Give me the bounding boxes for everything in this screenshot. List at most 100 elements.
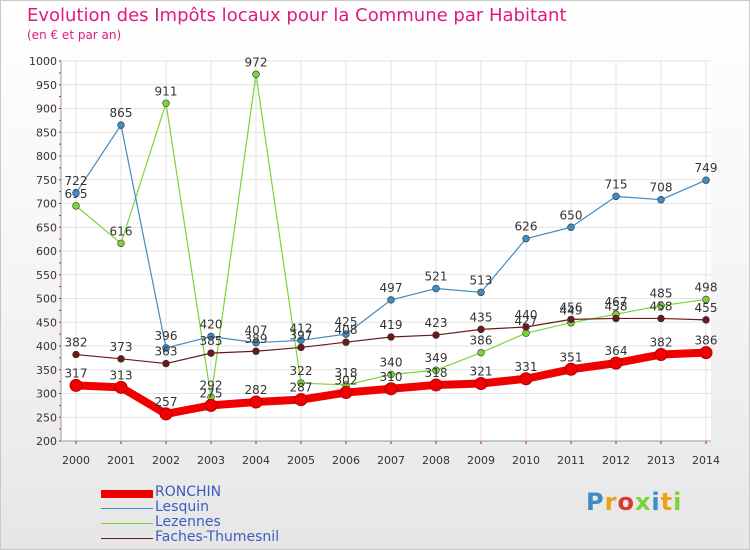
data-label: 626 — [515, 220, 538, 234]
data-label: 317 — [65, 366, 88, 380]
data-label: 650 — [560, 208, 583, 222]
data-label: 318 — [335, 366, 358, 380]
data-point — [294, 393, 308, 407]
y-tick-label: 950 — [36, 79, 57, 92]
data-point — [297, 379, 305, 387]
legend-swatch-lesquin — [101, 508, 153, 509]
data-point — [522, 329, 530, 337]
data-point — [702, 316, 710, 324]
data-label: 722 — [65, 174, 88, 188]
x-tick-label: 2006 — [332, 454, 360, 467]
x-tick-label: 2012 — [602, 454, 630, 467]
logo-letter: i — [673, 488, 683, 516]
data-label: 498 — [695, 280, 718, 294]
data-point — [117, 121, 125, 129]
series-lesquin: 722 865 396 420 407 412 425 497 521 513 626 650 715 7… — [65, 106, 718, 352]
data-label: 513 — [470, 273, 493, 287]
data-label: 407 — [245, 324, 268, 338]
data-point — [72, 202, 80, 210]
data-point — [384, 382, 398, 396]
logo-letter: x — [634, 488, 652, 516]
logo-letter: r — [604, 488, 618, 516]
data-label: 386 — [470, 334, 493, 348]
y-tick-label: 1000 — [29, 55, 57, 68]
data-label: 364 — [605, 344, 628, 358]
legend-swatch-ronchin — [101, 490, 153, 498]
data-label: 456 — [560, 300, 583, 314]
data-point — [432, 284, 440, 293]
y-tick-label: 400 — [36, 340, 57, 353]
data-point — [159, 407, 173, 421]
x-tick-label: 2010 — [512, 454, 540, 467]
data-point — [432, 331, 440, 339]
logo-letter: t — [660, 488, 674, 516]
x-tick-label: 2007 — [377, 454, 405, 467]
data-label: 419 — [380, 318, 403, 332]
data-label: 715 — [605, 177, 628, 191]
data-point — [702, 176, 710, 184]
x-tick-label: 2014 — [692, 454, 720, 467]
data-label: 287 — [290, 381, 313, 395]
data-point — [252, 338, 260, 347]
data-point — [162, 359, 170, 368]
x-tick-label: 2001 — [107, 454, 135, 467]
data-point — [342, 338, 350, 346]
data-label: 497 — [380, 281, 403, 295]
logo-letter: o — [617, 488, 635, 516]
data-label: 373 — [110, 340, 133, 354]
y-tick-label: 850 — [36, 126, 57, 139]
data-label: 292 — [200, 378, 223, 392]
data-point — [522, 323, 530, 331]
logo-letter: P — [586, 488, 605, 516]
data-label: 455 — [695, 301, 718, 315]
data-point — [429, 378, 443, 392]
data-point — [612, 314, 620, 323]
y-tick-label: 600 — [36, 245, 57, 258]
data-point — [609, 356, 623, 370]
data-label: 257 — [155, 395, 178, 409]
data-point — [657, 314, 665, 323]
data-point — [207, 349, 215, 357]
data-point — [252, 70, 260, 79]
data-label: 318 — [425, 366, 448, 380]
data-point — [432, 366, 440, 374]
data-point — [387, 296, 395, 304]
legend-label-lesquin: Lesquin — [155, 499, 209, 515]
legend-label-lezennes: Lezennes — [155, 514, 221, 530]
x-tick-label: 2004 — [242, 454, 270, 467]
data-point — [567, 315, 575, 324]
data-point — [339, 386, 353, 400]
data-label: 382 — [65, 336, 88, 350]
chart-title: Evolution des Impôts locaux pour la Comm… — [27, 5, 567, 26]
data-label: 458 — [605, 299, 628, 313]
data-point — [342, 330, 350, 338]
data-point — [519, 372, 533, 386]
y-tick-label: 350 — [36, 364, 57, 377]
data-label: 435 — [470, 310, 493, 324]
x-tick-label: 2003 — [197, 454, 225, 467]
data-point — [204, 398, 218, 412]
y-tick-label: 800 — [36, 150, 57, 163]
data-label: 321 — [470, 365, 493, 379]
legend-label-ronchin: RONCHIN — [155, 484, 222, 500]
data-point — [477, 325, 485, 334]
data-point — [387, 333, 395, 341]
data-label: 749 — [695, 161, 718, 175]
data-point — [297, 343, 305, 352]
y-tick-label: 650 — [36, 221, 57, 234]
data-label: 396 — [155, 329, 178, 343]
data-label: 521 — [425, 270, 448, 284]
x-tick-label: 2002 — [152, 454, 180, 467]
data-point — [612, 192, 620, 201]
data-point — [699, 346, 713, 360]
y-tick-label: 250 — [36, 411, 57, 424]
data-point — [702, 295, 710, 304]
data-point — [387, 370, 395, 379]
data-point — [654, 348, 668, 362]
y-tick-label: 500 — [36, 293, 57, 306]
data-label: 708 — [650, 181, 673, 195]
y-tick-label: 550 — [36, 269, 57, 282]
y-tick-label: 300 — [36, 388, 57, 401]
